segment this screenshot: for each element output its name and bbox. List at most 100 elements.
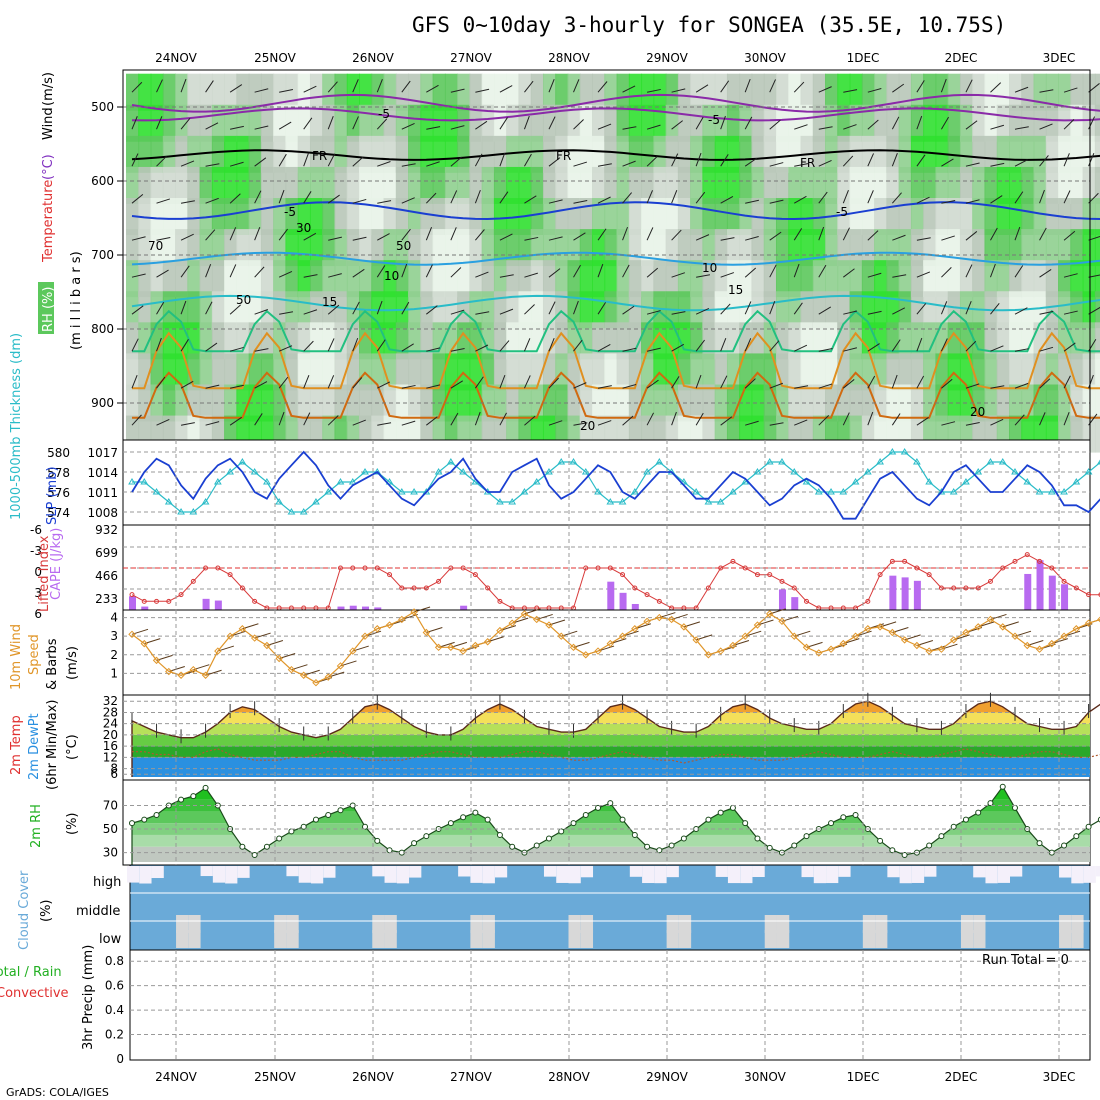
wind-barb	[278, 153, 287, 167]
wind-barb	[818, 191, 828, 204]
rh-cell	[1070, 353, 1084, 391]
li-marker	[754, 572, 760, 578]
thickness-marker	[508, 498, 517, 505]
wind-barb	[965, 162, 980, 167]
rh-cell	[726, 291, 741, 329]
rh-cell	[334, 73, 348, 111]
rh-cell	[1033, 229, 1047, 267]
thickness-marker	[569, 458, 578, 465]
wind-barb	[622, 85, 636, 93]
cape-tick: 699	[95, 546, 118, 560]
rh-cell	[984, 135, 998, 173]
wind-barb	[891, 339, 901, 352]
rh-cell	[947, 322, 961, 360]
rh-cell	[726, 322, 741, 360]
date-label-top: 1DEC	[847, 51, 880, 65]
wind-barb	[352, 337, 359, 352]
rh-cell	[874, 104, 888, 142]
wind-barb	[916, 237, 931, 241]
rh-cell	[788, 166, 802, 204]
wind-barb	[622, 305, 635, 315]
wind-barb	[229, 416, 242, 426]
thickness-marker	[164, 498, 173, 505]
rh-cell	[947, 198, 961, 236]
rh-cell	[616, 198, 630, 236]
rh-cell	[825, 73, 839, 111]
cape-bar	[214, 600, 222, 610]
rh-marker	[644, 843, 651, 850]
contour-label: FR	[556, 149, 571, 163]
rh-cell	[297, 198, 311, 236]
date-label-top: 25NOV	[254, 51, 296, 65]
rh-cell	[788, 229, 802, 267]
wind-barb	[842, 189, 849, 204]
rh-cell	[138, 166, 152, 204]
rh-marker	[484, 816, 491, 823]
rh-cell	[236, 353, 250, 391]
wind-barb	[818, 348, 833, 352]
cloud-clear-high	[629, 866, 643, 877]
wind-label: Wind	[41, 107, 56, 140]
rh-cell	[788, 104, 802, 142]
rh-cell	[297, 384, 311, 422]
rh-cell	[690, 384, 704, 422]
li-marker	[1098, 592, 1100, 598]
temp-band	[132, 734, 1090, 747]
rh-cell	[506, 260, 520, 298]
wind-barb	[1039, 89, 1054, 93]
li-marker	[889, 558, 895, 564]
rh-cell	[346, 135, 361, 173]
rh-shading	[126, 73, 1100, 453]
rh-cell	[726, 135, 741, 173]
wind-barb	[573, 199, 588, 204]
li-marker	[203, 565, 209, 571]
li-marker	[620, 572, 626, 578]
li-marker	[1000, 565, 1006, 571]
rh-cell	[874, 260, 888, 298]
rh-cell	[947, 260, 961, 298]
rh-cell	[1070, 291, 1084, 329]
rh-cell	[653, 166, 667, 204]
wind-barb	[744, 301, 752, 315]
rh-band	[132, 823, 1090, 835]
wind-marker	[680, 623, 688, 631]
wind-barb	[450, 412, 459, 426]
slp-tick: 1008	[87, 506, 118, 520]
wind-barb	[499, 191, 509, 204]
rh-cell	[849, 104, 863, 142]
rh-cell	[297, 166, 311, 204]
wind-barb	[205, 263, 212, 278]
rh-cell	[677, 353, 692, 391]
rh-cell	[187, 198, 201, 236]
rh-cell	[481, 198, 495, 236]
rh-cell	[383, 135, 397, 173]
rh-cell	[800, 322, 814, 360]
temperature-unit: (°C)	[41, 154, 56, 180]
rh-cell	[309, 260, 324, 298]
wind-barb	[769, 162, 784, 167]
wind-barb	[278, 376, 289, 389]
rh-cell	[653, 135, 667, 173]
wind-barb	[867, 375, 876, 389]
wind-barb	[376, 339, 386, 352]
rh-cell	[616, 166, 630, 204]
li-marker	[779, 578, 785, 584]
rh-tick: 70	[103, 799, 118, 813]
wind-barb	[1063, 310, 1078, 315]
wind-barb	[842, 155, 854, 167]
wind-barb	[573, 79, 580, 93]
rh-marker	[337, 807, 344, 814]
rh-cell	[493, 384, 508, 422]
cloud-clear-high	[813, 866, 827, 884]
rh-cell	[763, 135, 777, 173]
rh-cell	[211, 322, 226, 360]
precip-tick: 0.4	[105, 1003, 124, 1017]
rh-cell	[395, 166, 410, 204]
rh-cell	[996, 384, 1010, 422]
rh-cell	[395, 353, 410, 391]
pressure-label: 900	[91, 396, 114, 410]
rh-marker	[239, 843, 246, 850]
rh-cell	[714, 166, 728, 204]
rh-cell	[420, 135, 434, 173]
